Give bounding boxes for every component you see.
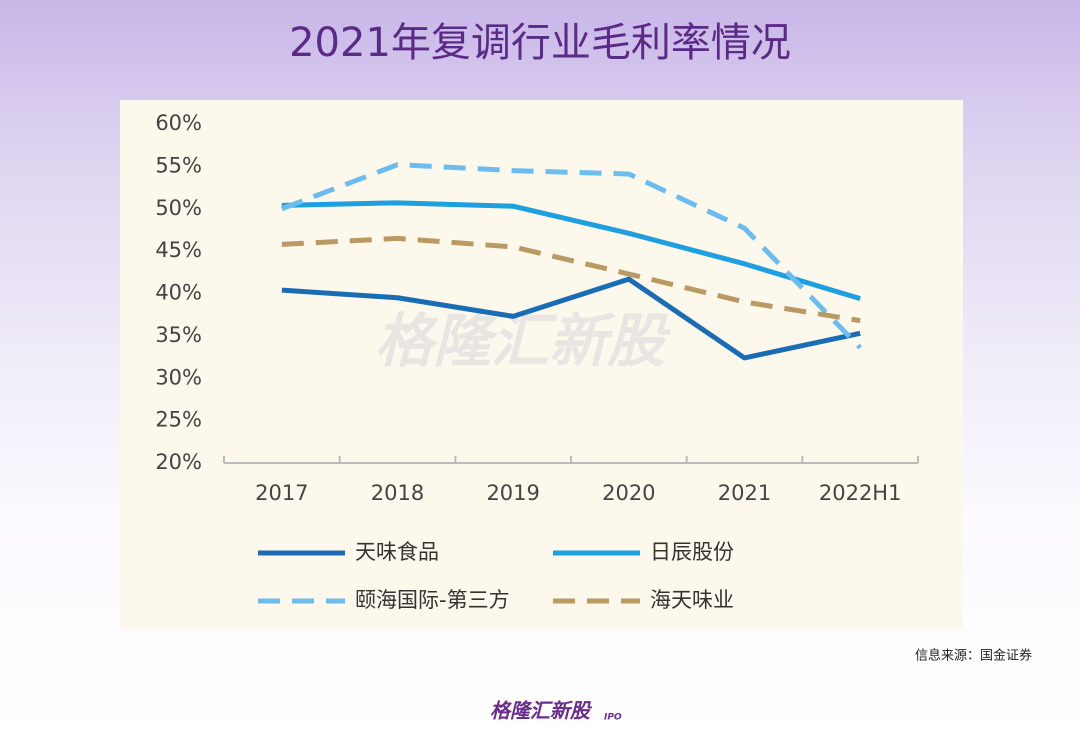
logo-tag: IPO [604,713,622,723]
legend-label: 海天味业 [650,588,734,612]
y-tick-label: 35% [155,323,202,347]
y-tick-label: 30% [155,365,202,389]
y-tick-label: 60% [155,111,202,135]
y-tick-label: 20% [155,450,202,474]
x-tick-label: 2019 [486,481,539,505]
x-tick-label: 2020 [602,481,655,505]
plot-panel [120,100,963,628]
y-tick-label: 40% [155,281,202,305]
series-line [281,200,861,301]
chart-title: 2021年复调行业毛利率情况 [289,20,791,66]
y-tick-label: 25% [155,408,202,432]
x-tick-label: 2018 [371,481,424,505]
x-tick-label: 2017 [255,481,308,505]
watermark: 格隆汇新股 [375,307,671,375]
y-tick-label: 50% [155,196,202,220]
source: 信息来源：国金证券 [915,648,1032,664]
legend-label: 颐海国际-第三方 [355,588,510,612]
series-line [281,235,861,324]
y-tick-label: 45% [155,238,202,262]
legend-label: 天味食品 [355,540,439,564]
series-line [280,162,862,350]
logo: 格隆汇新股 [490,699,592,723]
legend-label: 日辰股份 [650,540,734,564]
series-line [281,276,861,361]
x-tick-label: 2021 [718,481,771,505]
y-tick-label: 55% [155,153,202,177]
x-tick-label: 2022H1 [819,481,902,505]
